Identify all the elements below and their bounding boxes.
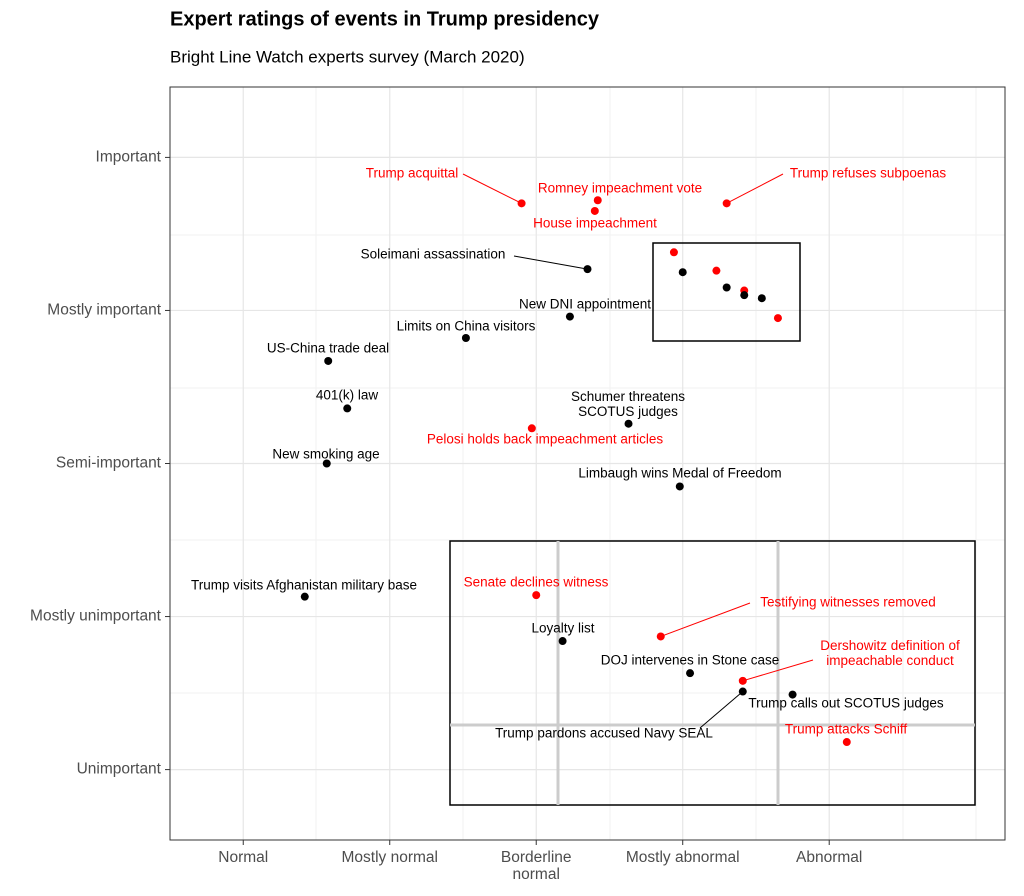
point-label: Trump attacks Schiff — [785, 722, 908, 737]
point-label: New smoking age — [272, 447, 379, 462]
y-tick-label: Mostly important — [47, 302, 161, 319]
chart-title: Expert ratings of events in Trump presid… — [170, 8, 600, 30]
point-label: Dershowitz definition of impeachable cond… — [820, 638, 960, 668]
x-tick-label: Mostly abnormal — [626, 849, 740, 866]
point-label: US-China trade deal — [267, 341, 389, 356]
cluster-box — [652, 242, 801, 342]
point-label: House impeachment — [533, 216, 657, 231]
point — [583, 265, 592, 274]
point — [788, 690, 797, 699]
x-tick-label: Mostly normal — [342, 849, 438, 866]
point-label: Romney impeachment vote — [538, 181, 702, 196]
point — [322, 459, 331, 468]
point-label: Senate declines witness — [464, 575, 609, 590]
point — [740, 291, 749, 300]
point-label: Pelosi holds back impeachment articles — [427, 432, 664, 447]
point — [675, 482, 684, 491]
y-tick-label: Mostly unimportant — [30, 608, 162, 625]
point — [532, 591, 541, 600]
point — [527, 424, 536, 433]
point — [669, 248, 678, 257]
x-tick-label: Abnormal — [796, 849, 862, 866]
point-label: Soleimani assassination — [361, 247, 506, 262]
point-label: DOJ intervenes in Stone case — [601, 653, 780, 668]
point-label: Limbaugh wins Medal of Freedom — [578, 466, 781, 481]
point-label: Trump pardons accused Navy SEAL — [495, 726, 713, 741]
point — [461, 334, 470, 342]
point — [712, 266, 721, 275]
leader-line — [742, 659, 814, 682]
point-label: New DNI appointment — [519, 297, 651, 312]
point-label: Limits on China visitors — [397, 319, 536, 334]
point — [624, 419, 633, 428]
point — [593, 196, 602, 205]
point — [738, 687, 747, 696]
point-label: Trump refuses subpoenas — [790, 166, 947, 181]
point-label: 401(k) law — [316, 388, 379, 403]
y-tick-label: Important — [96, 148, 162, 165]
leader-line — [513, 255, 588, 270]
y-tick-label: Unimportant — [77, 761, 162, 778]
highlight-boxes — [449, 242, 976, 806]
point — [757, 294, 766, 303]
point — [738, 676, 747, 685]
point-label: Trump calls out SCOTUS judges — [748, 696, 944, 711]
point — [842, 738, 851, 747]
point — [722, 199, 731, 208]
point — [343, 404, 352, 413]
chart-subtitle: Bright Line Watch experts survey (March … — [170, 47, 525, 66]
point — [565, 312, 574, 321]
zoom-box — [449, 540, 976, 806]
y-tick-label: Semi-important — [56, 455, 162, 472]
point — [722, 283, 731, 292]
point — [558, 637, 567, 646]
point — [686, 669, 695, 678]
point — [517, 199, 526, 208]
major-grid — [170, 87, 1005, 840]
point — [656, 632, 665, 641]
point-label: Trump acquittal — [366, 166, 459, 181]
point-label: Schumer threatens SCOTUS judges — [571, 389, 685, 419]
point — [590, 206, 599, 215]
point — [300, 592, 309, 601]
leader-line — [699, 691, 744, 729]
x-tick-label: Borderline normal — [501, 849, 572, 883]
point-label: Trump visits Afghanistan military base — [191, 578, 417, 593]
x-tick-label: Normal — [218, 849, 268, 866]
leader-line — [726, 173, 784, 204]
point-label: Loyalty list — [531, 621, 594, 636]
point — [678, 268, 687, 277]
leader-line — [462, 173, 522, 204]
point — [324, 356, 333, 365]
point — [773, 314, 782, 323]
leader-line — [660, 602, 751, 637]
point-label: Testifying witnesses removed — [760, 595, 936, 610]
